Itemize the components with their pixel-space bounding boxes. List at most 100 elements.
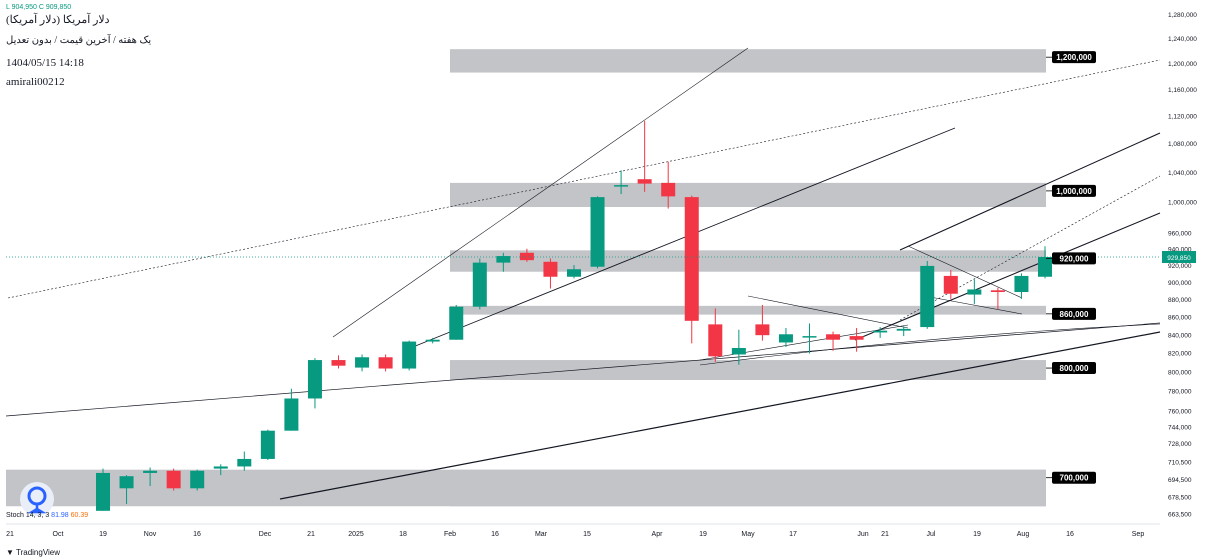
candle-body (378, 357, 393, 369)
stoch-indicator-legend[interactable]: Stoch 14, 3, 3 81.98 60.39 (6, 512, 88, 519)
candle-body (990, 290, 1005, 293)
zone-tag-bg (1052, 471, 1096, 484)
candle-body (590, 197, 605, 267)
candle-body (661, 182, 676, 197)
y-tick-label: 960,000 (1168, 231, 1192, 238)
candle-body (237, 458, 252, 467)
last-price-label: 929,850 (1162, 250, 1196, 263)
x-axis: 21 Oct 19 Nov 16 Dec 21 2025 18 Feb 16 Mar 15 Apr 19 Ma… (6, 523, 1160, 538)
x-tick-label: 19 (973, 531, 981, 538)
candle-body (826, 334, 841, 340)
price-zone (450, 250, 1046, 272)
zone-tag-bg (1052, 51, 1096, 64)
candle-body (896, 328, 911, 331)
zone-tag-label: 1,200,000 (1056, 53, 1092, 62)
x-tick-label: Oct (53, 531, 64, 538)
x-tick-label: Nov (144, 531, 157, 538)
x-tick-label: Sep (1132, 531, 1145, 538)
y-tick-label: 1,000,000 (1168, 200, 1197, 207)
candle-body (143, 470, 158, 473)
candle-body (731, 347, 746, 355)
candle-body (849, 336, 864, 340)
tradingview-brand[interactable]: ▼ TradingView (6, 548, 60, 557)
candle-body (755, 324, 770, 336)
x-tick-label: Dec (259, 531, 272, 538)
y-tick-label: 1,200,000 (1168, 61, 1197, 68)
candle-body (943, 275, 958, 294)
tradingview-logo-icon: ▼ (6, 548, 14, 557)
x-tick-label: 17 (789, 531, 797, 538)
candle-body (449, 306, 464, 340)
y-tick-label: 694,500 (1168, 477, 1192, 484)
candle-body (708, 324, 723, 357)
chart-author: amirali00212 (6, 76, 65, 88)
x-tick-label: 19 (99, 531, 107, 538)
x-tick-label: Apr (652, 531, 664, 538)
x-tick-label: 15 (583, 531, 591, 538)
zone-tag-bg (1052, 362, 1096, 375)
zone-tag-bg (1052, 184, 1096, 197)
symbol-title: دلار آمریکا (دلار آمریکا) (6, 14, 110, 26)
candle-body (260, 430, 275, 459)
zone-tag-bg (1052, 252, 1096, 265)
y-tick-label: 880,000 (1168, 297, 1192, 304)
price-zone (450, 360, 1046, 380)
zone-tag-label: 1,000,000 (1056, 187, 1092, 196)
x-tick-label: 16 (1066, 531, 1074, 538)
x-tick-label: 18 (399, 531, 407, 538)
price-zone (450, 305, 1046, 315)
zone-tags: 1,200,000 1,000,000 920,000 860,000 800,000 7… (1046, 51, 1096, 484)
x-tick-label: Mar (535, 531, 548, 538)
indicator-name: Stoch (6, 512, 24, 519)
x-tick-label: May (741, 531, 755, 538)
indicator-params: 14, 3, 3 (25, 512, 50, 519)
y-tick-label: 800,000 (1168, 369, 1192, 376)
y-tick-label: 760,000 (1168, 408, 1192, 415)
y-tick-label: 1,040,000 (1168, 170, 1197, 177)
candle-body (307, 360, 322, 399)
y-tick-label: 1,240,000 (1168, 36, 1197, 43)
candle-body (543, 261, 558, 277)
x-tick-label: 19 (699, 531, 707, 538)
candle-body (1014, 275, 1029, 293)
y-tick-label: 1,160,000 (1168, 87, 1197, 94)
x-tick-label: 16 (193, 531, 201, 538)
candle-body (284, 398, 299, 431)
chart-subtitle: یک هفته / آخرین قیمت / بدون تعدیل (6, 35, 152, 46)
zone-tag-label: 920,000 (1060, 254, 1089, 263)
price-zone (450, 49, 1046, 73)
candle-body (355, 357, 370, 368)
y-tick-label: 744,000 (1168, 425, 1192, 432)
y-tick-label: 1,080,000 (1168, 141, 1197, 148)
candle-body (1038, 256, 1052, 277)
y-tick-label: 820,000 (1168, 351, 1192, 358)
y-tick-label: 780,000 (1168, 389, 1192, 396)
candle-body (802, 336, 817, 338)
candle-body (614, 185, 629, 187)
y-tick-label: 678,500 (1168, 495, 1192, 502)
zone-tag-label: 860,000 (1060, 310, 1089, 319)
y-tick-label: 663,500 (1168, 512, 1192, 519)
y-tick-label: 940,000 (1168, 247, 1192, 254)
x-tick-label: Aug (1017, 531, 1030, 538)
price-zone (450, 182, 1046, 208)
candle-body (425, 339, 440, 342)
candle-body (496, 256, 511, 263)
y-tick-label: 710,500 (1168, 460, 1192, 467)
candle-body (472, 262, 487, 307)
candle-body (967, 289, 982, 295)
last-price-value: 929,850 (1167, 255, 1191, 262)
candle-body (213, 466, 228, 469)
indicator-k-value: 81.98 (51, 512, 69, 519)
x-tick-label: Feb (444, 531, 456, 538)
candle-body (166, 470, 181, 489)
zone-tag-bg (1052, 307, 1096, 320)
indicator-d-value: 60.39 (70, 512, 89, 519)
broker-logo-icon[interactable] (20, 482, 54, 516)
candle-body (331, 360, 346, 366)
candle-body (567, 269, 581, 277)
y-axis: 1,280,000 1,240,000 1,200,000 1,160,000 1,12… (1168, 12, 1197, 519)
ohlc-readout: L 904,950 C 909,850 (6, 4, 71, 11)
x-tick-label: 21 (881, 531, 889, 538)
